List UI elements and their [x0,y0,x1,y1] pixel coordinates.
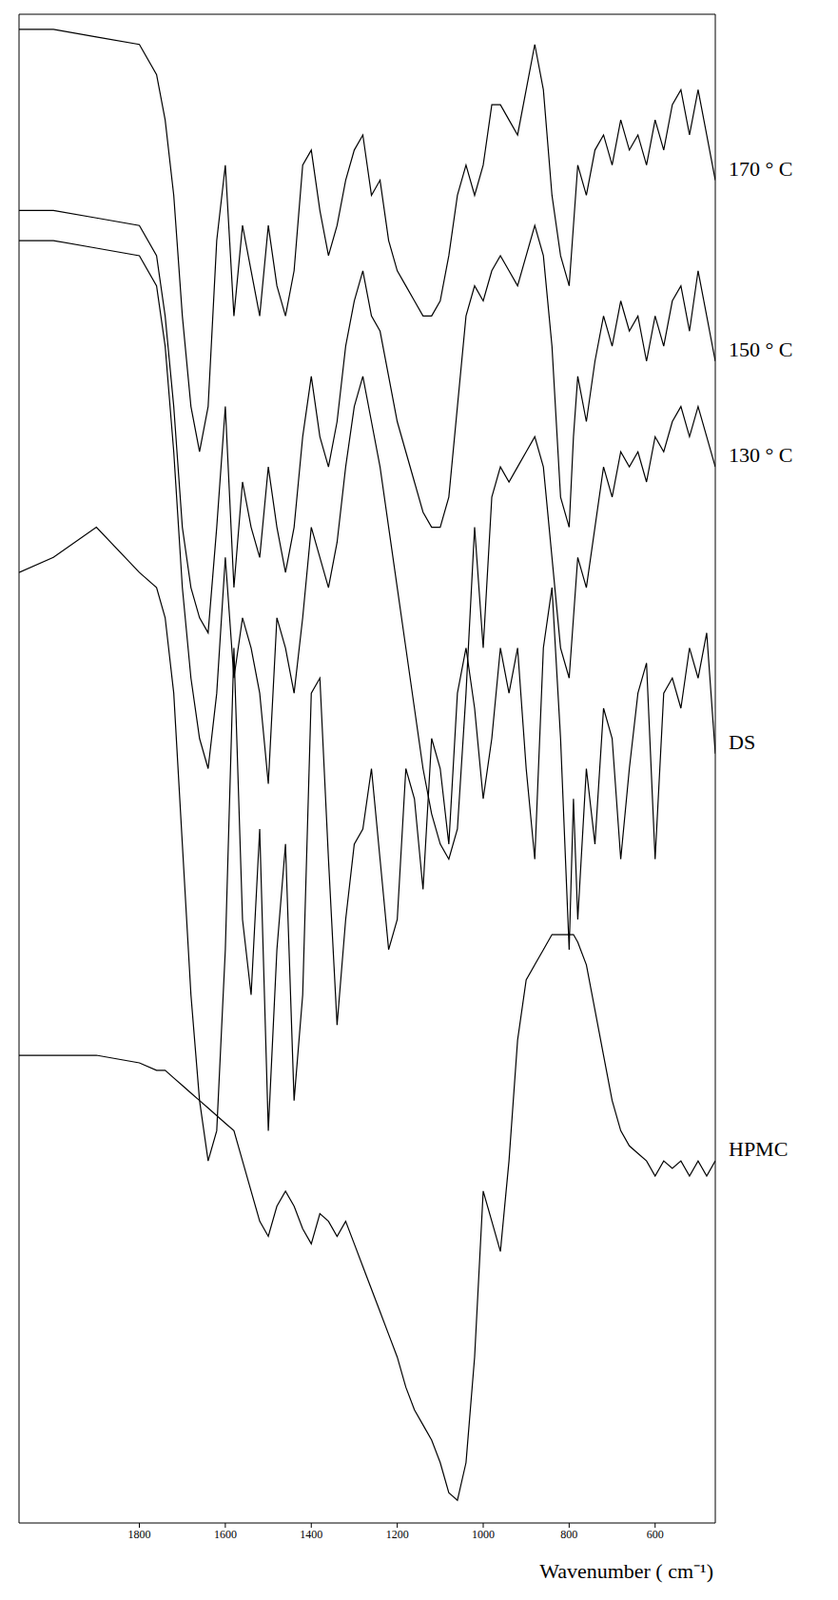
svg-text:170 ° C: 170 ° C [728,156,793,181]
svg-text:800: 800 [560,1528,578,1542]
svg-text:1400: 1400 [299,1528,323,1542]
svg-text:Wavenumber ( cm⁻¹): Wavenumber ( cm⁻¹) [539,1559,714,1584]
svg-text:HPMC: HPMC [728,1137,788,1162]
svg-text:600: 600 [646,1528,664,1542]
svg-text:DS: DS [728,730,756,755]
svg-text:150 ° C: 150 ° C [728,337,793,362]
svg-text:130 ° C: 130 ° C [728,443,793,468]
svg-text:1000: 1000 [471,1528,495,1542]
svg-text:1800: 1800 [128,1528,152,1542]
svg-text:1600: 1600 [214,1528,237,1542]
svg-text:1200: 1200 [386,1528,410,1542]
